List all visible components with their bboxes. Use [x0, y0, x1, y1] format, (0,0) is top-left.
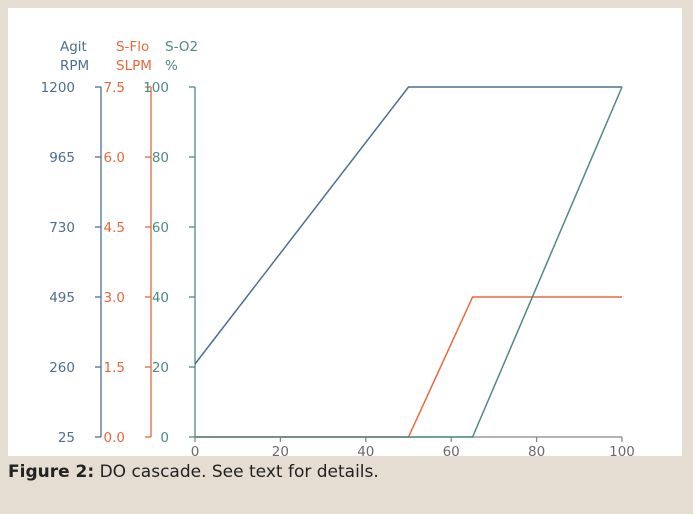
x-tick-label: 0: [191, 444, 200, 456]
x-tick-label: 20: [272, 444, 289, 456]
series-line-agit: [194, 86, 622, 365]
y-tick-label-o2: 40: [152, 290, 169, 306]
y-tick-label-agit: 260: [49, 360, 75, 376]
y-tick-label-agit: 495: [49, 290, 75, 306]
figure-caption-label: Figure 2:: [8, 462, 95, 482]
y-tick-label-o2: 20: [152, 360, 169, 376]
y-tick-label-o2: 100: [143, 80, 169, 96]
y-axis-title-agit: Agit: [60, 39, 87, 55]
x-tick-label: 40: [357, 444, 374, 456]
x-tick-label: 80: [528, 444, 545, 456]
y-axis-title-flow: S-Flo: [116, 39, 149, 55]
x-tick-label: 100: [609, 444, 635, 456]
series-line-flow: [195, 296, 622, 438]
y-tick-label-agit: 730: [49, 220, 75, 236]
x-tick-label: 60: [443, 444, 460, 456]
y-tick-label-flow: 0.0: [104, 430, 125, 446]
y-tick-label-flow: 6.0: [104, 150, 125, 166]
y-tick-label-agit: 25: [58, 430, 75, 446]
y-tick-label-o2: 0: [160, 430, 169, 446]
do-cascade-chart: 25 260 495 730 965 1200 Agit RPM 0.0 1.5 3.0 4.5 6.0…: [41, 39, 635, 456]
series-line-o2: [195, 86, 623, 438]
y-axis-unit-o2: %: [165, 58, 178, 74]
y-tick-label-flow: 1.5: [104, 360, 125, 376]
y-tick-label-agit: 1200: [41, 80, 75, 96]
y-tick-label-flow: 3.0: [104, 290, 125, 306]
figure-caption-text: DO cascade. See text for details.: [99, 462, 379, 482]
y-tick-label-flow: 7.5: [104, 80, 125, 96]
y-axis-title-o2: S-O2: [165, 39, 198, 55]
y-tick-label-o2: 60: [152, 220, 169, 236]
y-tick-label-flow: 4.5: [104, 220, 125, 236]
y-axis-unit-agit: RPM: [60, 58, 89, 74]
y-tick-label-agit: 965: [49, 150, 75, 166]
chart-panel: 25 260 495 730 965 1200 Agit RPM 0.0 1.5 3.0 4.5 6.0…: [8, 8, 682, 456]
y-axis-unit-flow: SLPM: [116, 58, 152, 74]
figure-caption: Figure 2: DO cascade. See text for detai…: [8, 462, 379, 482]
y-tick-label-o2: 80: [152, 150, 169, 166]
